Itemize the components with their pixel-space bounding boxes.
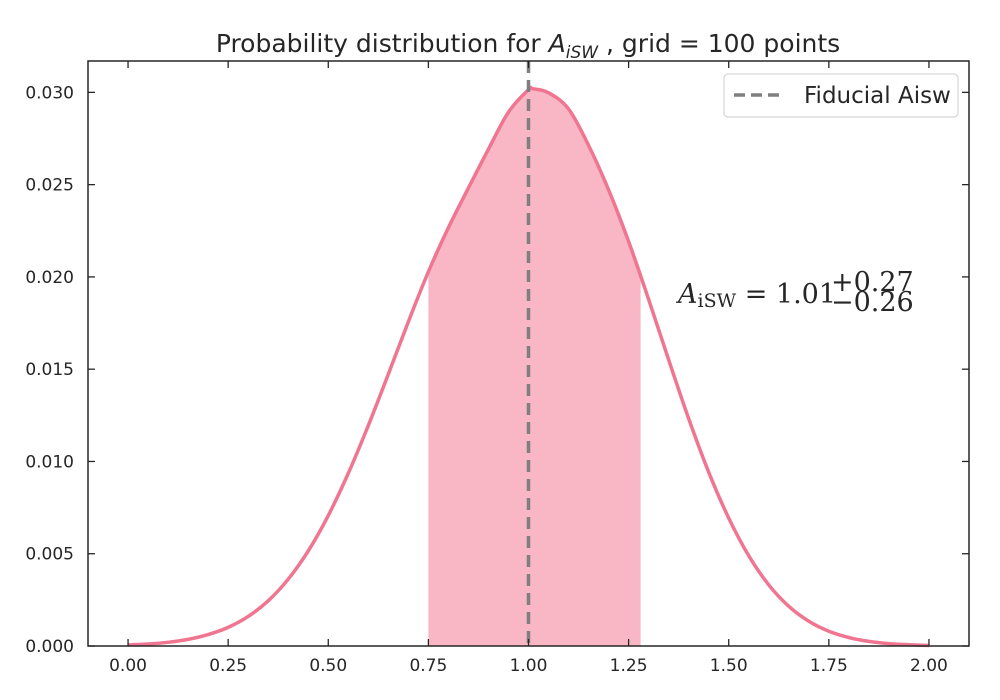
x-tick-label: 1.75 <box>810 656 848 676</box>
chart-title: Probability distribution for AiSW , grid… <box>216 29 840 63</box>
x-tick-label: 0.50 <box>309 656 347 676</box>
y-tick-label: 0.015 <box>25 360 74 380</box>
y-tick-label: 0.030 <box>25 83 74 103</box>
y-tick-label: 0.010 <box>25 452 74 472</box>
credible-interval-fill <box>428 87 641 647</box>
legend-box <box>723 73 959 118</box>
legend: Fiducial Aisw <box>723 73 959 118</box>
annotation-minus: −0.26 <box>831 287 914 318</box>
x-tick-label: 1.25 <box>610 656 648 676</box>
y-tick-label: 0.000 <box>25 637 74 657</box>
legend-label: Fiducial Aisw <box>804 83 951 109</box>
annotation-lhs: AiSW = 1.01 <box>675 279 836 312</box>
result-annotation: AiSW = 1.01 +0.27 −0.26 <box>675 267 914 318</box>
x-tick-label: 0.75 <box>409 656 447 676</box>
x-tick-label: 0.25 <box>209 656 247 676</box>
y-tick-label: 0.005 <box>25 545 74 565</box>
probability-curve <box>127 85 930 648</box>
x-tick-label: 1.00 <box>510 656 548 676</box>
x-tick-label: 2.00 <box>910 656 948 676</box>
x-tick-label: 0.00 <box>109 656 147 676</box>
y-tick-label: 0.020 <box>25 268 74 288</box>
annotation-plus: +0.27 <box>831 267 914 298</box>
y-tick-label: 0.025 <box>25 176 74 196</box>
x-tick-label: 1.50 <box>710 656 748 676</box>
